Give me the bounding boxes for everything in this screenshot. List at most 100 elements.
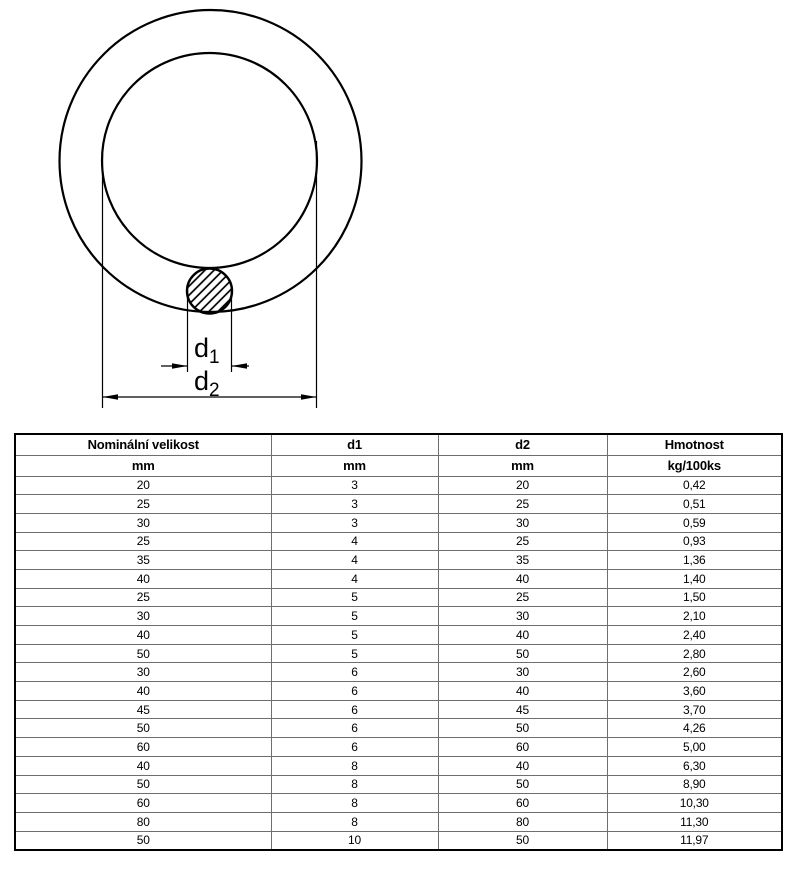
table-cell: 80: [14, 811, 272, 832]
table-cell: 40: [437, 681, 608, 701]
d2-extension-lines: [101, 141, 318, 408]
table-cell: 6: [270, 737, 439, 757]
table-cell: 30: [14, 512, 272, 533]
table-body: 20 3 20 0,42 25 3 25 0,51 30 3 30 0,59 25 4 25 0,93 35 4 3…: [14, 475, 783, 851]
table-cell: 45: [14, 699, 272, 720]
table-cell: 6: [270, 681, 439, 701]
table-cell: 10: [270, 830, 439, 851]
table-cell: 30: [437, 606, 608, 626]
table-row: 50 8 50 8,90: [14, 774, 783, 795]
unit-nominal-size: mm: [14, 454, 272, 477]
table-cell: 4,26: [606, 718, 783, 739]
table-row: 40 4 40 1,40: [14, 568, 783, 589]
col-header-nominal-size: Nominální velikost: [14, 433, 272, 456]
table-row: 25 4 25 0,93: [14, 531, 783, 552]
table-cell: 0,42: [606, 475, 783, 496]
table-cell: 45: [437, 699, 608, 720]
table-cell: 3: [270, 475, 439, 496]
table-cell: 20: [437, 475, 608, 496]
table-cell: 8: [270, 811, 439, 832]
col-header-weight: Hmotnost: [606, 433, 783, 456]
table-cell: 8: [270, 755, 439, 776]
table-cell: 8: [270, 774, 439, 795]
table-cell: 25: [14, 531, 272, 552]
table-cell: 60: [437, 737, 608, 757]
table-cell: 0,51: [606, 494, 783, 514]
table-cell: 3: [270, 512, 439, 533]
table-row: 50 10 50 11,97: [14, 830, 783, 851]
table-cell: 30: [437, 512, 608, 533]
table-row: 30 3 30 0,59: [14, 512, 783, 533]
table-cell: 30: [14, 606, 272, 626]
d1-extension-lines: [186, 290, 233, 372]
table-cell: 40: [437, 625, 608, 645]
table-cell: 5,00: [606, 737, 783, 757]
table-cell: 2,60: [606, 662, 783, 683]
table-cell: 25: [437, 587, 608, 608]
table-cell: 50: [437, 718, 608, 739]
unit-weight: kg/100ks: [606, 454, 783, 477]
table-row: 40 6 40 3,60: [14, 681, 783, 701]
table-cell: 4: [270, 531, 439, 552]
table-row: 60 8 60 10,30: [14, 793, 783, 813]
table-cell: 25: [437, 531, 608, 552]
ring-diagram: d1 d2: [58, 8, 363, 408]
table-cell: 0,59: [606, 512, 783, 533]
table-cell: 6,30: [606, 755, 783, 776]
table-row: 60 6 60 5,00: [14, 737, 783, 757]
table-cell: 60: [14, 793, 272, 813]
table-cell: 50: [14, 830, 272, 851]
table-cell: 25: [14, 494, 272, 514]
table-cell: 10,30: [606, 793, 783, 813]
d2-dimension: [102, 394, 317, 400]
table-row: 40 8 40 6,30: [14, 755, 783, 776]
table-cell: 40: [14, 681, 272, 701]
table-cell: 8: [270, 793, 439, 813]
table-cell: 60: [14, 737, 272, 757]
table-row: 50 6 50 4,26: [14, 718, 783, 739]
table-row: 45 6 45 3,70: [14, 699, 783, 720]
table-cell: 1,50: [606, 587, 783, 608]
table-cell: 5: [270, 625, 439, 645]
d1-label: d1: [194, 333, 220, 368]
table-cell: 80: [437, 811, 608, 832]
table-cell: 6: [270, 718, 439, 739]
table-cell: 20: [14, 475, 272, 496]
dimensions-table: Nominální velikost d1 d2 Hmotnost mm mm …: [14, 433, 783, 851]
table-cell: 40: [437, 755, 608, 776]
table-units-row: mm mm mm kg/100ks: [14, 454, 783, 477]
table-cell: 0,93: [606, 531, 783, 552]
table-cell: 1,40: [606, 568, 783, 589]
table-cell: 35: [14, 550, 272, 570]
table-cell: 4: [270, 568, 439, 589]
col-header-d2: d2: [437, 433, 608, 456]
col-header-d1: d1: [270, 433, 439, 456]
table-cell: 5: [270, 643, 439, 664]
table-cell: 3: [270, 494, 439, 514]
table-row: 30 5 30 2,10: [14, 606, 783, 626]
table-row: 80 8 80 11,30: [14, 811, 783, 832]
table-cell: 50: [14, 643, 272, 664]
table-cell: 11,97: [606, 830, 783, 851]
table-cell: 2,40: [606, 625, 783, 645]
table-row: 20 3 20 0,42: [14, 475, 783, 496]
table-row: 30 6 30 2,60: [14, 662, 783, 683]
table-cell: 2,80: [606, 643, 783, 664]
table-row: 50 5 50 2,80: [14, 643, 783, 664]
table-row: 25 3 25 0,51: [14, 494, 783, 514]
table-row: 40 5 40 2,40: [14, 625, 783, 645]
table-cell: 3,70: [606, 699, 783, 720]
table-cell: 50: [437, 643, 608, 664]
table-cell: 60: [437, 793, 608, 813]
table-cell: 5: [270, 587, 439, 608]
table-cell: 1,36: [606, 550, 783, 570]
table-cell: 50: [437, 830, 608, 851]
table-cell: 30: [14, 662, 272, 683]
table-row: 35 4 35 1,36: [14, 550, 783, 570]
table-cell: 6: [270, 699, 439, 720]
table-cell: 40: [437, 568, 608, 589]
table-cell: 2,10: [606, 606, 783, 626]
wire-cross-section: [185, 267, 234, 315]
table-cell: 35: [437, 550, 608, 570]
table-row: 25 5 25 1,50: [14, 587, 783, 608]
